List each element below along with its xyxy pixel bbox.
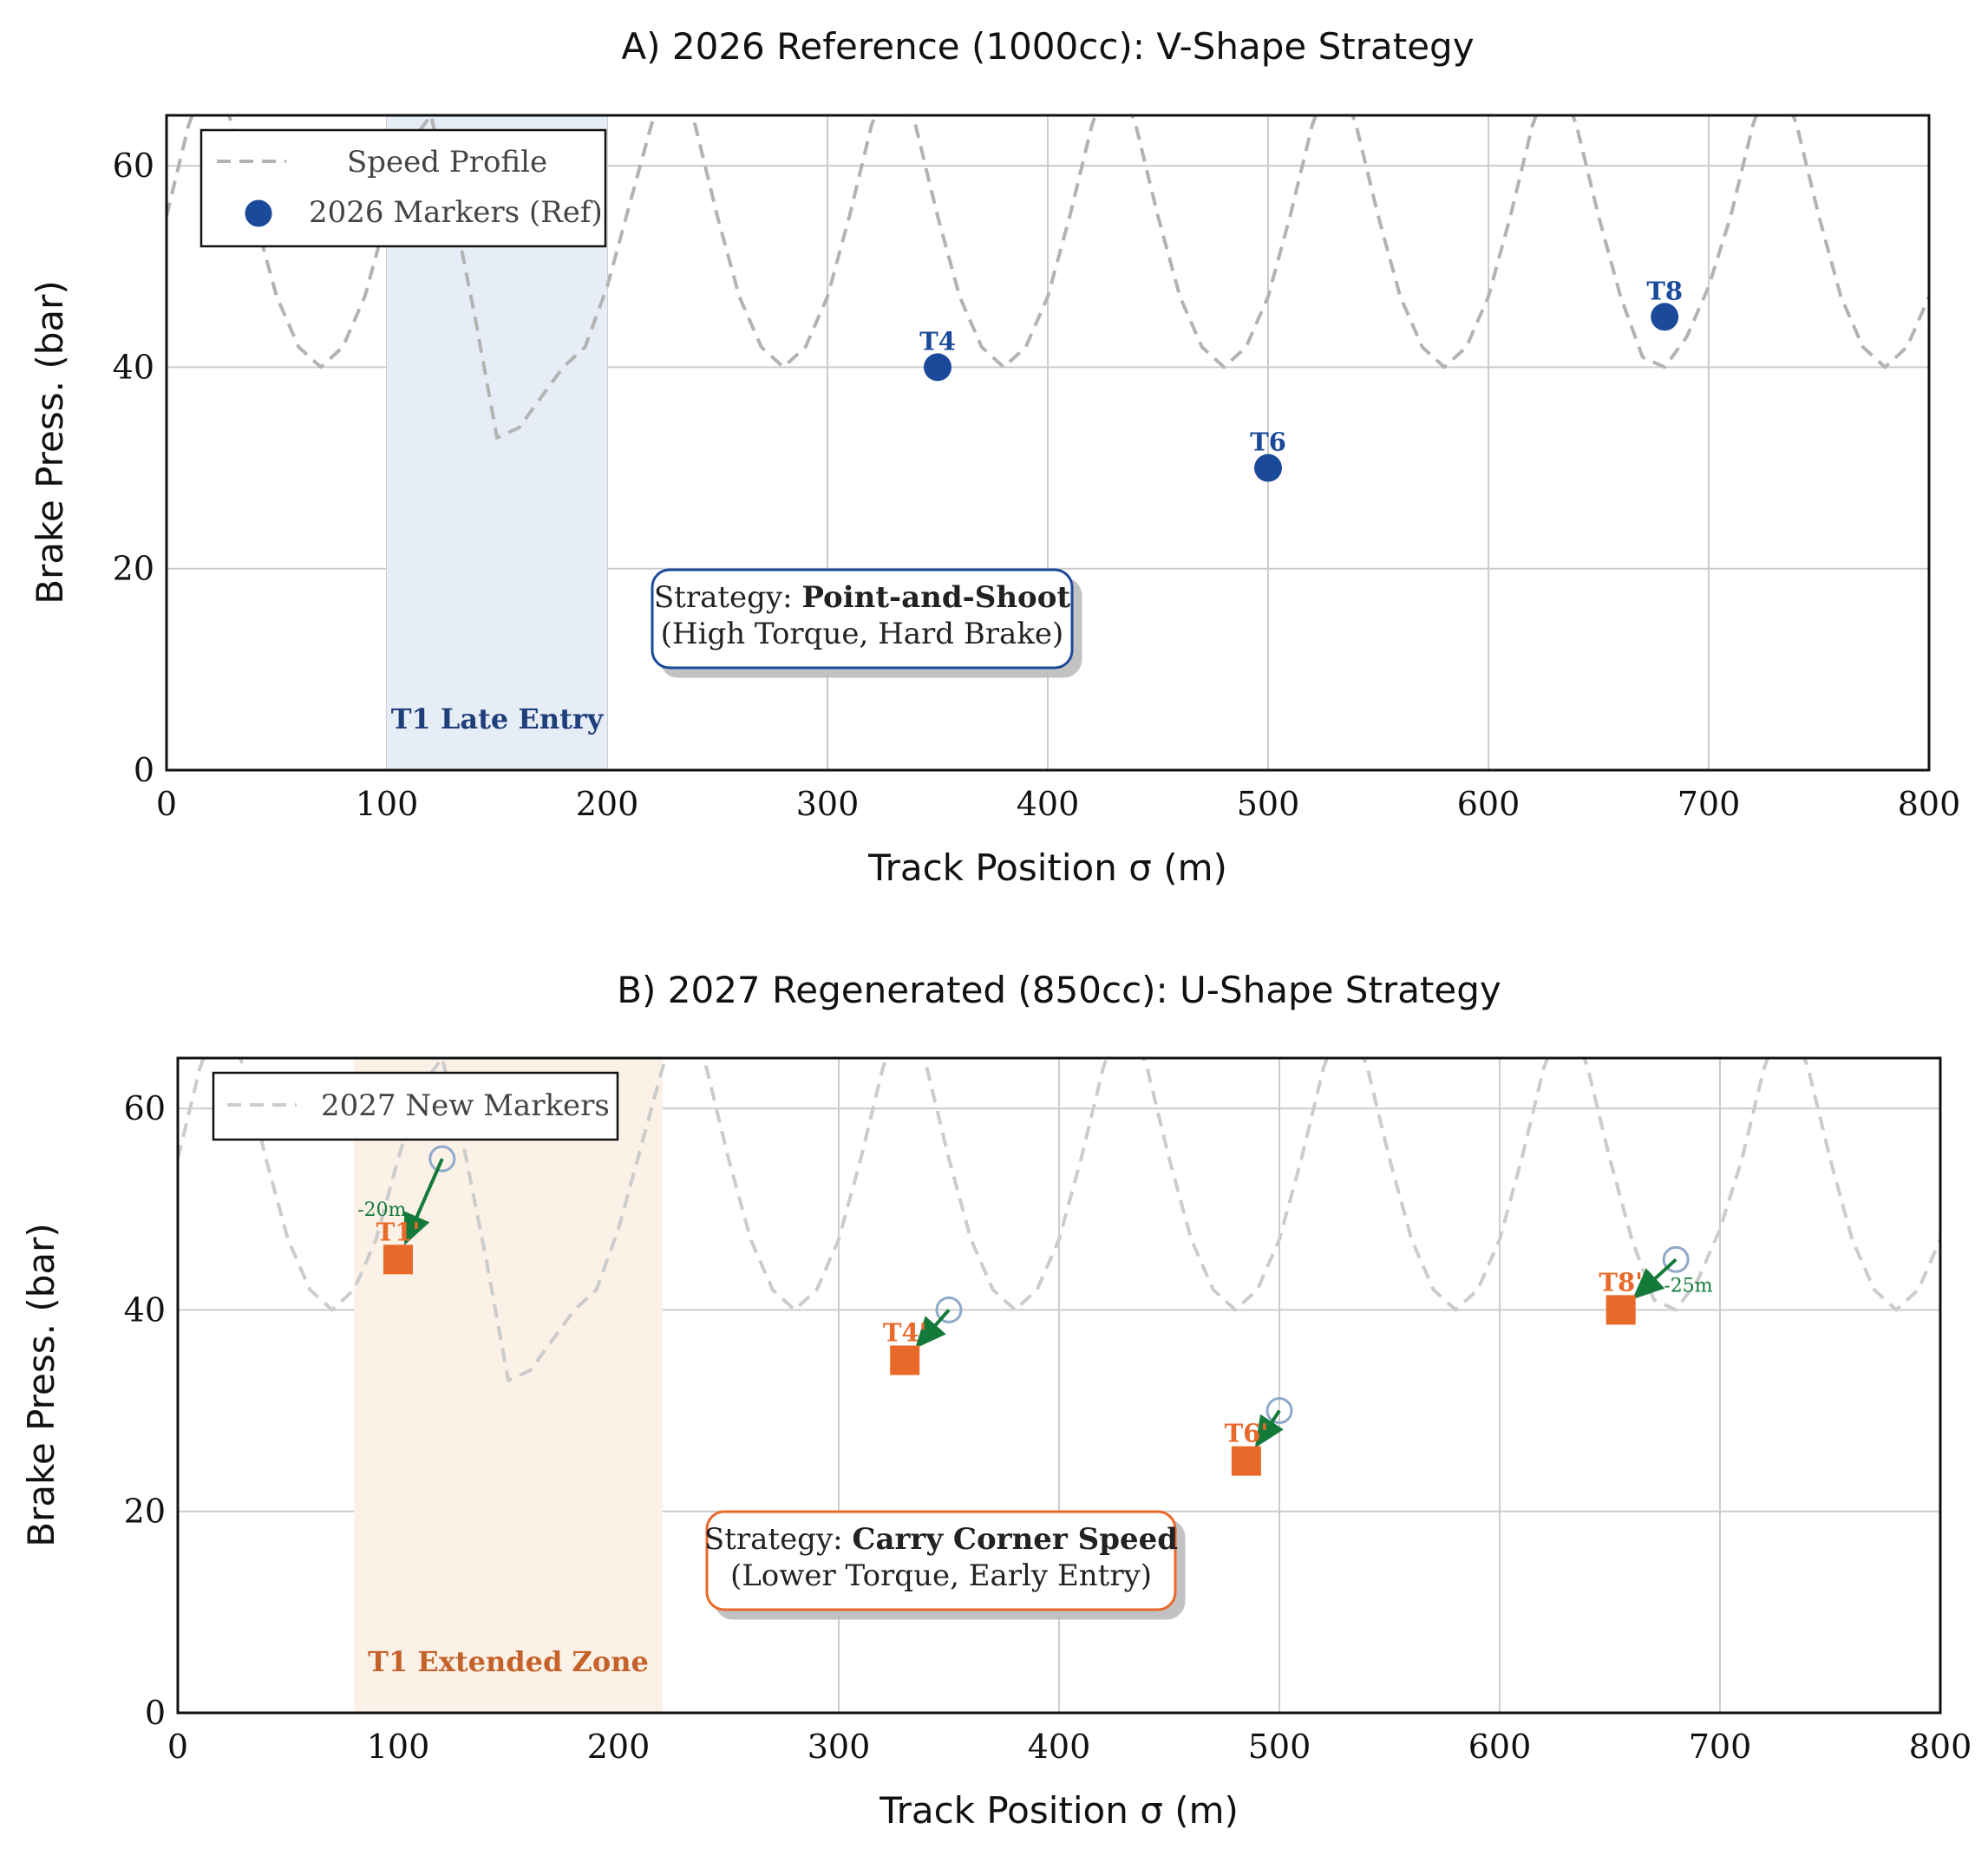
shift-arrow: [1254, 1409, 1284, 1448]
markers: T1'-20m T4' T6' T8' -25m: [357, 1145, 1713, 1476]
y-axis-label: Brake Press. (bar): [29, 280, 71, 604]
x-tick-label: 700: [1677, 785, 1741, 823]
strategy-line-1: Strategy: Point-and-Shoot: [654, 580, 1071, 615]
legend-entry: Speed Profile: [347, 145, 547, 180]
data-point: [1254, 454, 1282, 482]
legend-entry: 2026 Markers (Ref): [309, 195, 603, 230]
x-tick-label: 600: [1457, 785, 1520, 823]
plot-frame: [165, 114, 1931, 772]
data-point: [1605, 1295, 1636, 1325]
chart-title: A) 2026 Reference (1000cc): V-Shape Stra…: [621, 25, 1474, 68]
data-point: [924, 353, 951, 382]
strategy-box: Strategy: Point-and-Shoot (High Torque, …: [651, 568, 1074, 670]
shift-arrow: [915, 1309, 951, 1349]
y-tick-label: 20: [124, 1493, 166, 1531]
x-tick-label: 500: [1237, 785, 1300, 823]
strategy-box: Strategy: Carry Corner Speed (Lower Torq…: [704, 1510, 1178, 1611]
x-tick-label: 500: [1248, 1728, 1311, 1766]
y-tick-label: 60: [113, 147, 154, 185]
x-tick-label: 0: [167, 1728, 188, 1766]
y-tick-label: 20: [113, 550, 154, 588]
x-tick-label: 300: [796, 785, 860, 823]
zone-label: T1 Late Entry: [391, 702, 605, 735]
shift-arrow: [1632, 1258, 1677, 1300]
reference-ghost-point: [428, 1145, 456, 1173]
strategy-line-2: (Lower Torque, Early Entry): [730, 1558, 1152, 1593]
y-tick-label: 0: [134, 751, 154, 789]
chart-title: B) 2027 Regenerated (850cc): U-Shape Str…: [617, 969, 1501, 1011]
point-label: T1': [376, 1217, 421, 1246]
shift-label: -20m: [357, 1199, 406, 1221]
y-tick-label: 0: [145, 1694, 166, 1732]
data-point: [383, 1245, 413, 1275]
point-label: T8': [1599, 1267, 1643, 1297]
legend: Speed Profile 2026 Markers (Ref): [199, 128, 607, 248]
data-point: [890, 1345, 920, 1375]
data-point: [1651, 303, 1679, 331]
y-tick-label: 60: [124, 1089, 166, 1127]
ticks: 0 100 200 300 400 500 600 700 800 0 20 40 60: [124, 1089, 1972, 1766]
zone: T1 Extended Zone: [354, 1058, 663, 1713]
point-label: T8: [1646, 276, 1683, 305]
strategy-line-2: (High Torque, Hard Brake): [661, 617, 1064, 651]
y-tick-label: 40: [124, 1290, 166, 1329]
speed-profile-line: [167, 115, 1929, 440]
reference-ghost-point: [935, 1296, 963, 1323]
x-tick-label: 200: [576, 785, 639, 823]
plot-frame: [176, 1056, 1942, 1715]
y-tick-label: 40: [113, 348, 154, 386]
point-label: T6: [1250, 428, 1286, 457]
legend-marker-swatch: [244, 199, 273, 228]
x-tick-label: 800: [1909, 1728, 1972, 1766]
strategy-line-1: Strategy: Carry Corner Speed: [704, 1522, 1178, 1557]
panel-a: A) 2026 Reference (1000cc): V-Shape Stra…: [29, 25, 1960, 889]
point-label: T6': [1225, 1419, 1269, 1448]
x-axis-label: Track Position σ (m): [879, 1789, 1239, 1832]
x-tick-label: 700: [1689, 1728, 1752, 1766]
legend: 2027 New Markers: [212, 1071, 619, 1141]
zone-band: [354, 1058, 663, 1713]
x-tick-label: 200: [587, 1728, 651, 1766]
x-tick-label: 400: [1017, 785, 1080, 823]
data-point: [1231, 1446, 1261, 1476]
x-tick-label: 100: [356, 785, 419, 823]
x-tick-label: 400: [1028, 1728, 1091, 1766]
panel-b: B) 2027 Regenerated (850cc): U-Shape Str…: [20, 969, 1972, 1832]
y-axis-label: Brake Press. (bar): [20, 1223, 62, 1547]
x-tick-label: 0: [156, 785, 177, 823]
x-tick-label: 100: [367, 1728, 430, 1766]
x-tick-label: 600: [1468, 1728, 1532, 1766]
point-label: T4': [883, 1317, 927, 1347]
reference-ghost-point: [1662, 1245, 1690, 1273]
zone-label: T1 Extended Zone: [368, 1645, 649, 1678]
ticks: 0 100 200 300 400 500 600 700 800 0 20 40 60: [113, 147, 1961, 823]
x-tick-label: 800: [1898, 785, 1961, 823]
x-tick-label: 300: [808, 1728, 871, 1766]
shift-label: -25m: [1664, 1275, 1712, 1297]
shift-arrow: [403, 1158, 444, 1245]
legend-entry: 2027 New Markers: [321, 1088, 610, 1123]
point-label: T4: [919, 326, 956, 356]
x-axis-label: Track Position σ (m): [867, 846, 1227, 889]
speed-profile: [167, 115, 1929, 440]
